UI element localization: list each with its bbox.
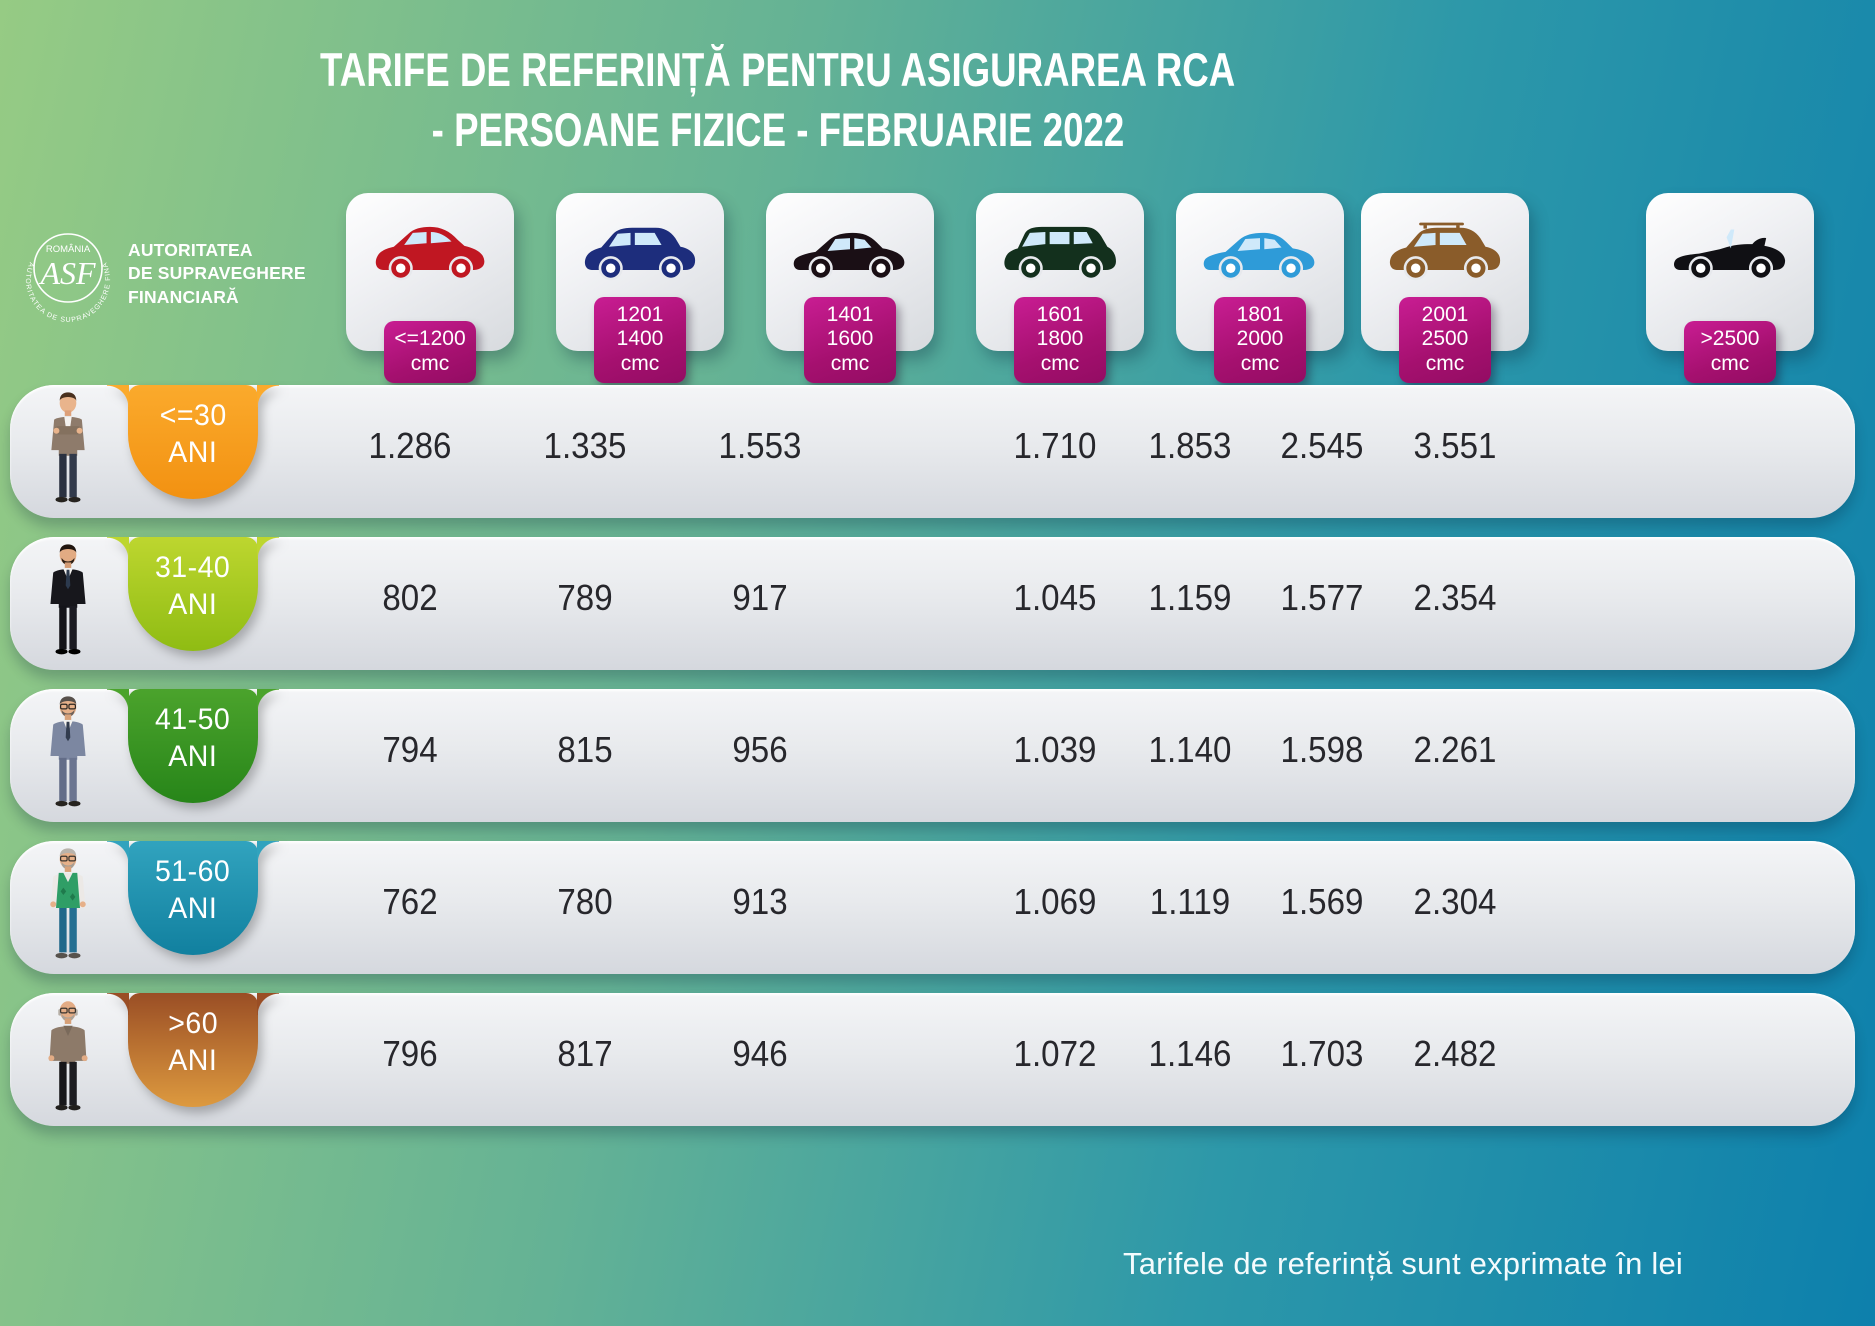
logo-country-label: ROMÂNIA (46, 244, 91, 255)
age-tab: <=30 ANI (107, 385, 279, 499)
tariff-value: 1.146 (1148, 1032, 1232, 1074)
asf-logo-seal-icon: ROMÂNIA ASF AUTORITATEA DE SUPRAVEGHERE … (16, 222, 111, 324)
vehicle-card: 1201 1400 cmc (556, 193, 724, 383)
table-row: 31-40 ANI 802 789 917 1.045 1.159 1.577 2.354 (10, 537, 1855, 670)
tariff-value: 1.159 (1148, 576, 1232, 618)
table-row: >60 ANI 796 817 946 1.072 1.146 1.703 2.482 (10, 993, 1855, 1126)
person-1-icon (36, 391, 100, 513)
age-tab-label: ANI (168, 587, 218, 621)
brown-suv-icon (1383, 220, 1507, 282)
tariff-value: 1.577 (1280, 576, 1364, 618)
tariff-value: 1.069 (1013, 880, 1097, 922)
vehicle-card: >2500 cmc (1646, 193, 1814, 383)
tariff-value: 815 (557, 728, 613, 770)
tariff-value: 794 (382, 728, 438, 770)
engine-capacity-label: 1201 1400 cmc (594, 296, 686, 383)
tariff-value: 796 (382, 1032, 438, 1074)
engine-capacity-label: >2500 cmc (1684, 321, 1776, 383)
tariff-value: 1.853 (1148, 424, 1232, 466)
dark-green-minivan-icon (998, 220, 1122, 282)
logo-org-name: AUTORITATEA DE SUPRAVEGHERE FINANCIARĂ (128, 240, 306, 307)
engine-capacity-label: 1401 1600 cmc (804, 296, 896, 383)
tariff-value: 3.551 (1413, 424, 1497, 466)
tariff-value: 2.261 (1413, 728, 1497, 770)
person-2-icon (36, 543, 100, 665)
age-tab-label: <=30 (159, 399, 227, 432)
tariff-value: 1.553 (718, 424, 802, 466)
black-convertible-icon (1668, 220, 1792, 282)
logo-monogram: ASF (38, 255, 96, 291)
engine-capacity-label: <=1200 cmc (384, 321, 476, 383)
vehicle-header: <=1200 cmc 1201 1400 cmc 1401 1600 cmc 1601 1800 c… (0, 193, 1875, 383)
tariff-value: 1.045 (1013, 576, 1097, 618)
age-tab-label: ANI (168, 739, 218, 773)
table-row: <=30 ANI 1.286 1.335 1.553 1.710 1.853 2.545 3.5… (10, 385, 1855, 518)
tariff-value: 1.710 (1013, 424, 1097, 466)
tariff-value: 956 (732, 728, 788, 770)
table-row: 41-50 ANI 794 815 956 1.039 1.140 1.598 2.261 (10, 689, 1855, 822)
tariff-value: 1.140 (1148, 728, 1232, 770)
tariff-value: 913 (732, 880, 788, 922)
age-tab-label: ANI (168, 1043, 218, 1077)
title-line-2: - PERSOANE FIZICE - FEBRUARIE 2022 (431, 103, 1124, 157)
tariff-value: 1.039 (1013, 728, 1097, 770)
age-tab-label: >60 (168, 1007, 218, 1040)
light-blue-sedan-icon (1198, 220, 1322, 282)
tariff-value: 2.354 (1413, 576, 1497, 618)
asf-logo: ROMÂNIA ASF AUTORITATEA DE SUPRAVEGHERE … (16, 222, 306, 326)
tariff-value: 2.545 (1280, 424, 1364, 466)
tariff-value: 2.304 (1413, 880, 1497, 922)
person-3-icon (36, 695, 100, 817)
tariff-value: 917 (732, 576, 788, 618)
tariff-value: 802 (382, 576, 438, 618)
vehicle-card: 1601 1800 cmc (976, 193, 1144, 383)
tariff-value: 780 (557, 880, 613, 922)
tariff-value: 1.598 (1280, 728, 1364, 770)
tariff-value: 1.569 (1280, 880, 1364, 922)
age-tab-label: ANI (168, 435, 218, 469)
engine-capacity-label: 1601 1800 cmc (1014, 296, 1106, 383)
tariff-value: 789 (557, 576, 613, 618)
tariff-value: 946 (732, 1032, 788, 1074)
black-sedan-icon (788, 220, 912, 282)
tariff-value: 762 (382, 880, 438, 922)
tariff-value: 2.482 (1413, 1032, 1497, 1074)
table-row: 51-60 ANI 762 780 913 1.069 1.119 1.569 2.304 (10, 841, 1855, 974)
title-line-1: TARIFE DE REFERINȚĂ PENTRU ASIGURAREA RC… (319, 43, 1236, 96)
vehicle-card: 1801 2000 cmc (1176, 193, 1344, 383)
page-title: TARIFE DE REFERINȚĂ PENTRU ASIGURAREA RC… (0, 40, 1555, 160)
age-tab-label: 31-40 (155, 551, 231, 584)
tariff-value: 817 (557, 1032, 613, 1074)
age-tab: 41-50 ANI (107, 689, 279, 803)
vehicle-card: 2001 2500 cmc (1361, 193, 1529, 383)
age-tab-label: ANI (168, 891, 218, 925)
person-5-icon (36, 999, 100, 1121)
engine-capacity-label: 2001 2500 cmc (1399, 296, 1491, 383)
tariff-value: 1.335 (543, 424, 627, 466)
age-tab: 31-40 ANI (107, 537, 279, 651)
tariff-value: 1.119 (1149, 880, 1231, 922)
tariff-table: <=30 ANI 1.286 1.335 1.553 1.710 1.853 2.545 3.5… (10, 385, 1855, 1145)
footnote: Tarifele de referință sunt exprimate în … (1123, 1246, 1683, 1281)
red-hatchback-icon (368, 220, 492, 282)
dark-blue-crossover-icon (578, 220, 702, 282)
age-tab-label: 51-60 (155, 855, 231, 888)
vehicle-card: 1401 1600 cmc (766, 193, 934, 383)
vehicle-card: <=1200 cmc (346, 193, 514, 383)
age-tab-label: 41-50 (155, 703, 231, 736)
engine-capacity-label: 1801 2000 cmc (1214, 296, 1306, 383)
tariff-value: 1.072 (1013, 1032, 1097, 1074)
person-4-icon (36, 847, 100, 969)
age-tab: 51-60 ANI (107, 841, 279, 955)
age-tab: >60 ANI (107, 993, 279, 1107)
tariff-value: 1.286 (368, 424, 452, 466)
tariff-value: 1.703 (1280, 1032, 1364, 1074)
